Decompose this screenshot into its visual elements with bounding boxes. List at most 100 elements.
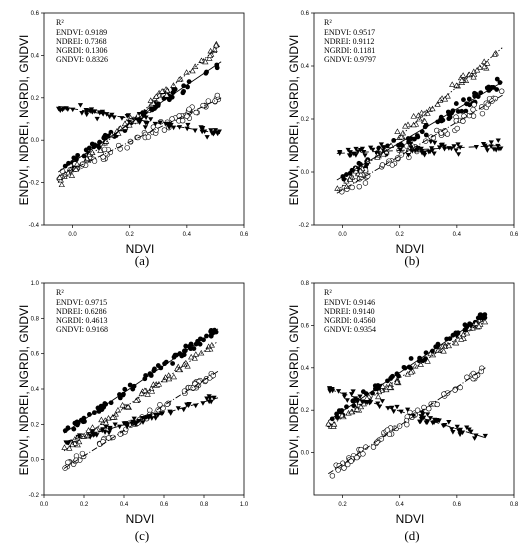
ngrdi-point: [97, 110, 103, 116]
endvi-point: [71, 155, 77, 161]
gndvi-point: [437, 97, 444, 103]
legend-entry: NDREI: 0.6286: [56, 307, 107, 316]
y-tick-label: 0.4: [31, 387, 40, 393]
gndvi-point: [153, 93, 160, 99]
x-tick-label: 0.2: [396, 232, 405, 238]
ngrdi-point: [439, 142, 445, 148]
ngrdi-point: [441, 146, 448, 152]
y-tick-label: 0.4: [31, 53, 40, 59]
x-axis-title: NDVI: [396, 242, 425, 256]
ngrdi-fit-line: [328, 388, 486, 439]
gndvi-point: [133, 397, 140, 403]
ngrdi-point: [184, 402, 190, 408]
gndvi-point: [417, 361, 424, 367]
endvi-point: [453, 101, 459, 106]
gndvi-point: [375, 393, 382, 400]
endvi-point: [108, 400, 114, 406]
ngrdi-point: [142, 125, 148, 130]
gndvi-point: [188, 353, 195, 360]
x-tick-label: 0.0: [68, 232, 77, 238]
gndvi-point: [348, 408, 355, 415]
gndvi-point: [434, 101, 441, 107]
legend-entry: GNDVI: 0.9354: [324, 325, 376, 334]
ngrdi-fit-line: [58, 105, 222, 135]
ngrdi-point: [405, 153, 411, 158]
legend-title: R²: [324, 18, 332, 27]
legend-entry: NDREI: 0.9140: [324, 307, 375, 316]
ngrdi-point: [103, 424, 109, 430]
ngrdi-point: [157, 120, 163, 126]
endvi-point: [408, 356, 414, 361]
ndrei-point: [101, 146, 108, 153]
panel-label: (d): [404, 528, 419, 543]
gndvi-fit-line: [57, 44, 222, 183]
ndrei-point: [184, 113, 190, 119]
gndvi-point: [170, 373, 177, 380]
y-tick-label: 0.0: [301, 170, 310, 176]
panel-label: (a): [135, 253, 149, 268]
y-tick-label: 0.4: [301, 366, 310, 372]
endvi-point: [414, 133, 420, 139]
gndvi-point: [394, 128, 401, 134]
panel-label: (c): [135, 528, 149, 543]
endvi-point: [149, 107, 155, 113]
endvi-point: [62, 163, 68, 169]
x-tick-label: 1.0: [240, 502, 249, 508]
gndvi-point: [475, 323, 483, 329]
gndvi-point: [360, 400, 367, 407]
y-tick-label: -0.2: [299, 223, 310, 229]
gndvi-point: [398, 133, 405, 140]
data-points: [61, 327, 219, 471]
endvi-point: [153, 104, 159, 110]
gndvi-point: [424, 358, 431, 364]
ndrei-point: [434, 401, 440, 408]
ndrei-fit-line: [58, 97, 222, 177]
gndvi-point: [412, 362, 419, 369]
y-tick-label: 0.0: [31, 458, 40, 464]
endvi-point: [177, 351, 183, 356]
legend-entry: ENDVI: 0.9517: [324, 28, 375, 37]
ngrdi-point: [453, 148, 459, 153]
ngrdi-fit-line: [336, 145, 503, 154]
gndvi-point: [155, 381, 163, 387]
gndvi-point: [452, 339, 460, 346]
ngrdi-point: [464, 425, 470, 431]
panel-3: 0.0 0.2 0.4 0.6 0.8 1.0-0.20.00.20.40.60.81.0…: [17, 281, 249, 543]
gndvi-point: [379, 383, 386, 389]
gndvi-point: [85, 427, 92, 433]
endvi-point: [214, 65, 220, 71]
ngrdi-point: [112, 422, 118, 428]
ngrdi-point: [355, 149, 361, 155]
gndvi-point: [176, 76, 183, 82]
y-tick-label: 0.8: [31, 316, 40, 322]
ngrdi-point: [408, 141, 414, 147]
gndvi-fit-line: [328, 318, 486, 428]
ngrdi-point: [212, 128, 218, 133]
ngrdi-point: [76, 433, 83, 438]
gndvi-point: [114, 406, 122, 413]
ndrei-fit-line: [328, 367, 486, 475]
ndrei-point: [205, 98, 212, 104]
gndvi-point: [98, 416, 105, 423]
ngrdi-point: [106, 430, 112, 436]
legend-entry: NDREI: 0.9112: [324, 37, 374, 46]
endvi-point: [356, 160, 362, 166]
ndrei-point: [91, 158, 98, 164]
endvi-point: [423, 132, 429, 138]
ngrdi-point: [94, 116, 100, 122]
ndrei-point: [65, 459, 71, 466]
ngrdi-point: [495, 138, 501, 144]
ngrdi-point: [466, 427, 472, 433]
endvi-point: [461, 97, 466, 103]
x-tick-label: 0.6: [510, 232, 519, 238]
ndrei-point: [358, 446, 364, 453]
ngrdi-point: [379, 399, 385, 404]
y-tick-label: -0.4: [29, 223, 40, 229]
y-tick-label: 0.6: [301, 323, 310, 329]
data-points: [325, 312, 489, 479]
ngrdi-point: [148, 117, 154, 122]
y-tick-label: -0.2: [29, 181, 40, 187]
endvi-point: [195, 338, 201, 344]
endvi-point: [117, 395, 123, 401]
